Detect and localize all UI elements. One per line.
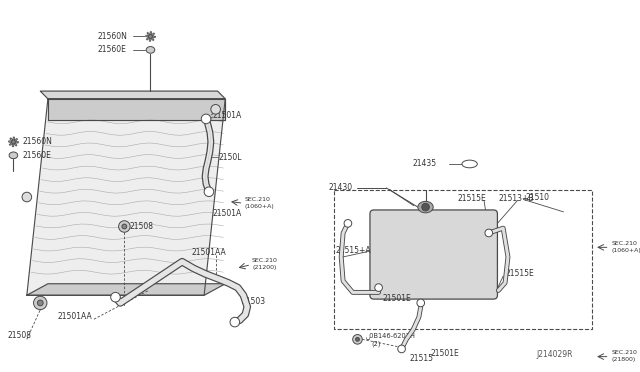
Circle shape xyxy=(22,192,31,202)
Circle shape xyxy=(122,224,127,229)
Circle shape xyxy=(230,317,239,327)
Text: SEC.210: SEC.210 xyxy=(611,350,637,355)
Text: 21501A: 21501A xyxy=(212,110,242,119)
Ellipse shape xyxy=(9,152,18,159)
Circle shape xyxy=(344,219,352,227)
Text: 21501AA: 21501AA xyxy=(192,248,227,257)
Circle shape xyxy=(33,296,47,310)
Text: (1060+A): (1060+A) xyxy=(611,248,640,253)
Ellipse shape xyxy=(146,46,155,53)
Text: 21560E: 21560E xyxy=(22,151,51,160)
Polygon shape xyxy=(27,99,225,295)
Text: ␣0B146-6202H: ␣0B146-6202H xyxy=(365,332,415,339)
Ellipse shape xyxy=(418,201,433,213)
Circle shape xyxy=(118,221,130,232)
Polygon shape xyxy=(40,91,225,99)
Text: 21435: 21435 xyxy=(412,160,436,169)
Text: SEC.210: SEC.210 xyxy=(252,258,278,263)
Text: 21513+B: 21513+B xyxy=(499,194,534,203)
Circle shape xyxy=(204,187,214,196)
Circle shape xyxy=(485,229,493,237)
Text: 21515E: 21515E xyxy=(505,269,534,278)
Polygon shape xyxy=(146,32,156,41)
Circle shape xyxy=(148,35,152,38)
Text: 21503: 21503 xyxy=(241,298,266,307)
Polygon shape xyxy=(27,284,225,295)
Text: 21508: 21508 xyxy=(129,222,153,231)
Circle shape xyxy=(12,140,15,144)
Text: (1060+A): (1060+A) xyxy=(244,203,274,209)
Text: 21501E: 21501E xyxy=(430,349,459,358)
Text: 21560N: 21560N xyxy=(22,137,52,147)
Text: 21501E: 21501E xyxy=(383,294,411,303)
Text: SEC.210: SEC.210 xyxy=(611,241,637,246)
Text: J214029R: J214029R xyxy=(537,350,573,359)
Text: (2): (2) xyxy=(371,341,380,347)
Text: SEC.210: SEC.210 xyxy=(244,197,270,202)
Text: (21200): (21200) xyxy=(252,265,276,270)
Text: (21800): (21800) xyxy=(611,357,636,362)
Ellipse shape xyxy=(462,160,477,168)
Circle shape xyxy=(375,284,383,291)
Circle shape xyxy=(417,299,424,307)
Polygon shape xyxy=(8,137,18,147)
Circle shape xyxy=(397,345,405,353)
Bar xyxy=(333,190,592,329)
Text: 21501A: 21501A xyxy=(212,209,242,218)
Text: 21515+A: 21515+A xyxy=(335,246,371,255)
Text: 2150L: 2150L xyxy=(218,153,242,162)
Text: 21515: 21515 xyxy=(409,354,433,363)
Circle shape xyxy=(422,203,429,211)
Circle shape xyxy=(111,292,120,302)
Text: 21501AA: 21501AA xyxy=(58,312,92,321)
Circle shape xyxy=(37,300,43,306)
Text: 21510: 21510 xyxy=(525,193,549,202)
Circle shape xyxy=(356,337,360,341)
Circle shape xyxy=(353,334,362,344)
Text: 21560N: 21560N xyxy=(98,32,127,41)
Text: 21515E: 21515E xyxy=(457,194,486,203)
Circle shape xyxy=(201,114,211,124)
Text: 21430: 21430 xyxy=(329,183,353,192)
Text: 21560E: 21560E xyxy=(98,45,127,54)
Polygon shape xyxy=(48,99,225,120)
FancyBboxPatch shape xyxy=(370,210,497,299)
Text: 21508: 21508 xyxy=(8,331,31,340)
Circle shape xyxy=(211,105,220,114)
